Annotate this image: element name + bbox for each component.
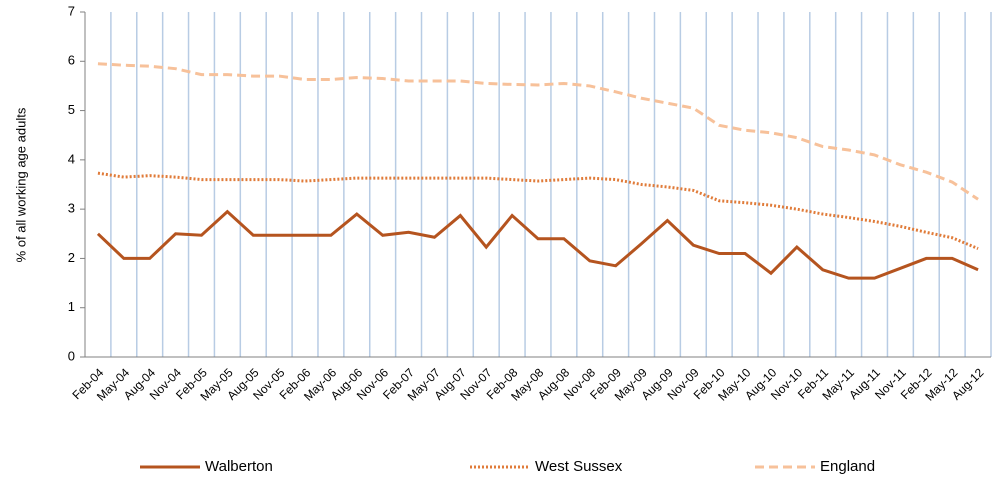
series-line [96,209,979,280]
y-tick-label: 5 [68,102,75,117]
legend-label: England [820,458,875,475]
legend-label: West Sussex [535,458,623,475]
y-axis-label: % of all working age adults [13,107,28,262]
y-tick-label: 1 [68,299,75,314]
y-tick-label: 0 [68,348,75,363]
legend-label: Walberton [205,458,273,475]
series-line [97,171,979,250]
series-line [97,62,979,201]
y-tick-label: 4 [68,151,75,166]
y-tick-label: 6 [68,53,75,68]
y-tick-label: 3 [68,201,75,216]
y-tick-label: 7 [68,3,75,18]
y-tick-label: 2 [68,250,75,265]
